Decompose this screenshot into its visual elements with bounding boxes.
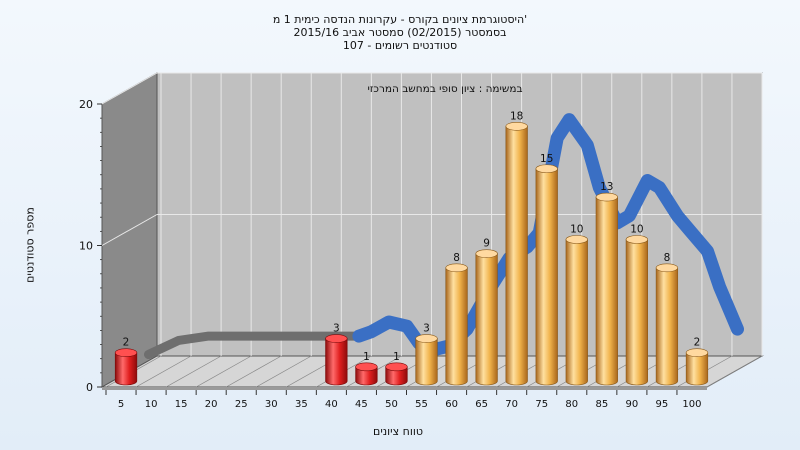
bar-top — [355, 362, 378, 372]
bar-top — [625, 235, 648, 244]
bar-value-label: 9 — [483, 238, 490, 250]
bar-90 — [625, 235, 648, 386]
bar-value-label: 18 — [510, 110, 523, 122]
floor-grid-line — [226, 355, 282, 388]
bar-85 — [595, 192, 618, 386]
bar-value-label: 3 — [333, 323, 340, 335]
floor-grid-line — [706, 355, 763, 388]
bar-body — [655, 267, 679, 386]
x-tick-label: 60 — [445, 399, 458, 410]
bar-body — [445, 267, 468, 386]
bar-top — [565, 235, 588, 244]
x-tick-label: 100 — [682, 399, 701, 410]
x-tick-label: 15 — [175, 399, 188, 410]
x-tick-label: 55 — [415, 399, 428, 410]
chart-subtitle-students: סטודנטים רשומים - 107 — [342, 39, 458, 52]
floor-grid-line — [256, 355, 312, 388]
x-tick-label: 90 — [626, 399, 639, 410]
bar-body — [625, 239, 648, 386]
bar-value-label: 8 — [664, 252, 671, 264]
bar-value-label: 3 — [423, 323, 430, 335]
bar-body — [565, 239, 588, 386]
x-tick-label: 70 — [505, 399, 518, 410]
floor-edge — [102, 387, 707, 390]
x-tick-label: 80 — [565, 399, 578, 410]
chart-title: היסטוגרמת ציונים בקורס - עקרונות הנדסה כ… — [272, 13, 528, 26]
x-tick-label: 40 — [325, 399, 338, 410]
bar-value-label: 10 — [570, 224, 583, 236]
bar-value-label: 1 — [393, 351, 400, 363]
bar-top — [114, 348, 138, 358]
grid-line-left-wall — [101, 72, 158, 105]
bar-top — [535, 164, 558, 174]
trend-line-flat — [144, 331, 364, 359]
floor-grid-line — [135, 355, 192, 388]
x-tick-label: 5 — [118, 399, 124, 410]
bar-top — [685, 348, 709, 358]
bar-body — [535, 168, 558, 386]
bar-70 — [505, 122, 528, 386]
x-tick-label: 45 — [355, 399, 368, 410]
bar-100 — [685, 348, 709, 386]
x-tick-label: 75 — [535, 399, 548, 410]
bar-40 — [325, 334, 348, 386]
floor-grid-line — [165, 355, 222, 388]
bar-body — [505, 126, 528, 386]
bar-5 — [114, 348, 138, 386]
bar-top — [445, 263, 468, 273]
bar-value-label: 15 — [540, 153, 553, 165]
x-tick-label: 25 — [235, 399, 248, 410]
bar-body — [685, 352, 709, 386]
bar-top — [415, 334, 438, 343]
bar-value-label: 1 — [363, 351, 370, 363]
bar-55 — [415, 334, 438, 386]
floor-grid-line — [195, 355, 252, 388]
grid-line-left-wall — [101, 214, 158, 246]
bar-value-label: 10 — [630, 224, 643, 236]
x-tick-label: 10 — [145, 399, 158, 410]
x-tick-label: 95 — [656, 399, 669, 410]
bar-body — [595, 196, 618, 386]
bar-body — [415, 338, 438, 386]
x-tick-label: 65 — [475, 399, 488, 410]
bar-value-label: 8 — [453, 252, 460, 264]
bar-75 — [535, 164, 558, 386]
bar-body — [325, 338, 348, 386]
x-tick-label: 85 — [595, 399, 608, 410]
bar-50 — [385, 362, 408, 386]
bar-value-label: 2 — [694, 337, 701, 349]
bar-top — [655, 263, 679, 273]
bar-80 — [565, 235, 588, 386]
bar-value-label: 13 — [600, 181, 613, 193]
bar-body — [355, 366, 378, 386]
x-axis-label: טווח ציונים — [373, 425, 423, 438]
bar-top — [505, 122, 528, 131]
x-tick-label: 35 — [295, 399, 308, 410]
bar-top — [325, 334, 348, 343]
y-axis-label: מספר סטודנטים — [23, 207, 37, 283]
bar-value-label: 2 — [123, 337, 130, 349]
x-tick-label: 30 — [265, 399, 278, 410]
chart-annotation: במשימה : ציון סופי במחשב המרכזי — [367, 83, 522, 95]
bar-45 — [355, 362, 378, 386]
bar-60 — [445, 263, 468, 386]
y-tick-label: 0 — [86, 381, 93, 394]
y-tick-label: 20 — [79, 98, 93, 111]
y-tick-label: 10 — [79, 240, 93, 253]
chart-subtitle-semester: בסמסטר (02/2015) סמסטר אביב 2015/16 — [293, 26, 507, 39]
bar-95 — [655, 263, 679, 386]
bar-body — [475, 253, 498, 386]
bar-top — [385, 362, 408, 372]
bar-body — [385, 366, 408, 386]
x-tick-label: 20 — [205, 399, 218, 410]
bar-65 — [475, 249, 498, 386]
x-tick-label: 50 — [385, 399, 398, 410]
bar-body — [114, 352, 138, 386]
bar-top — [475, 249, 498, 258]
bar-top — [595, 192, 618, 202]
